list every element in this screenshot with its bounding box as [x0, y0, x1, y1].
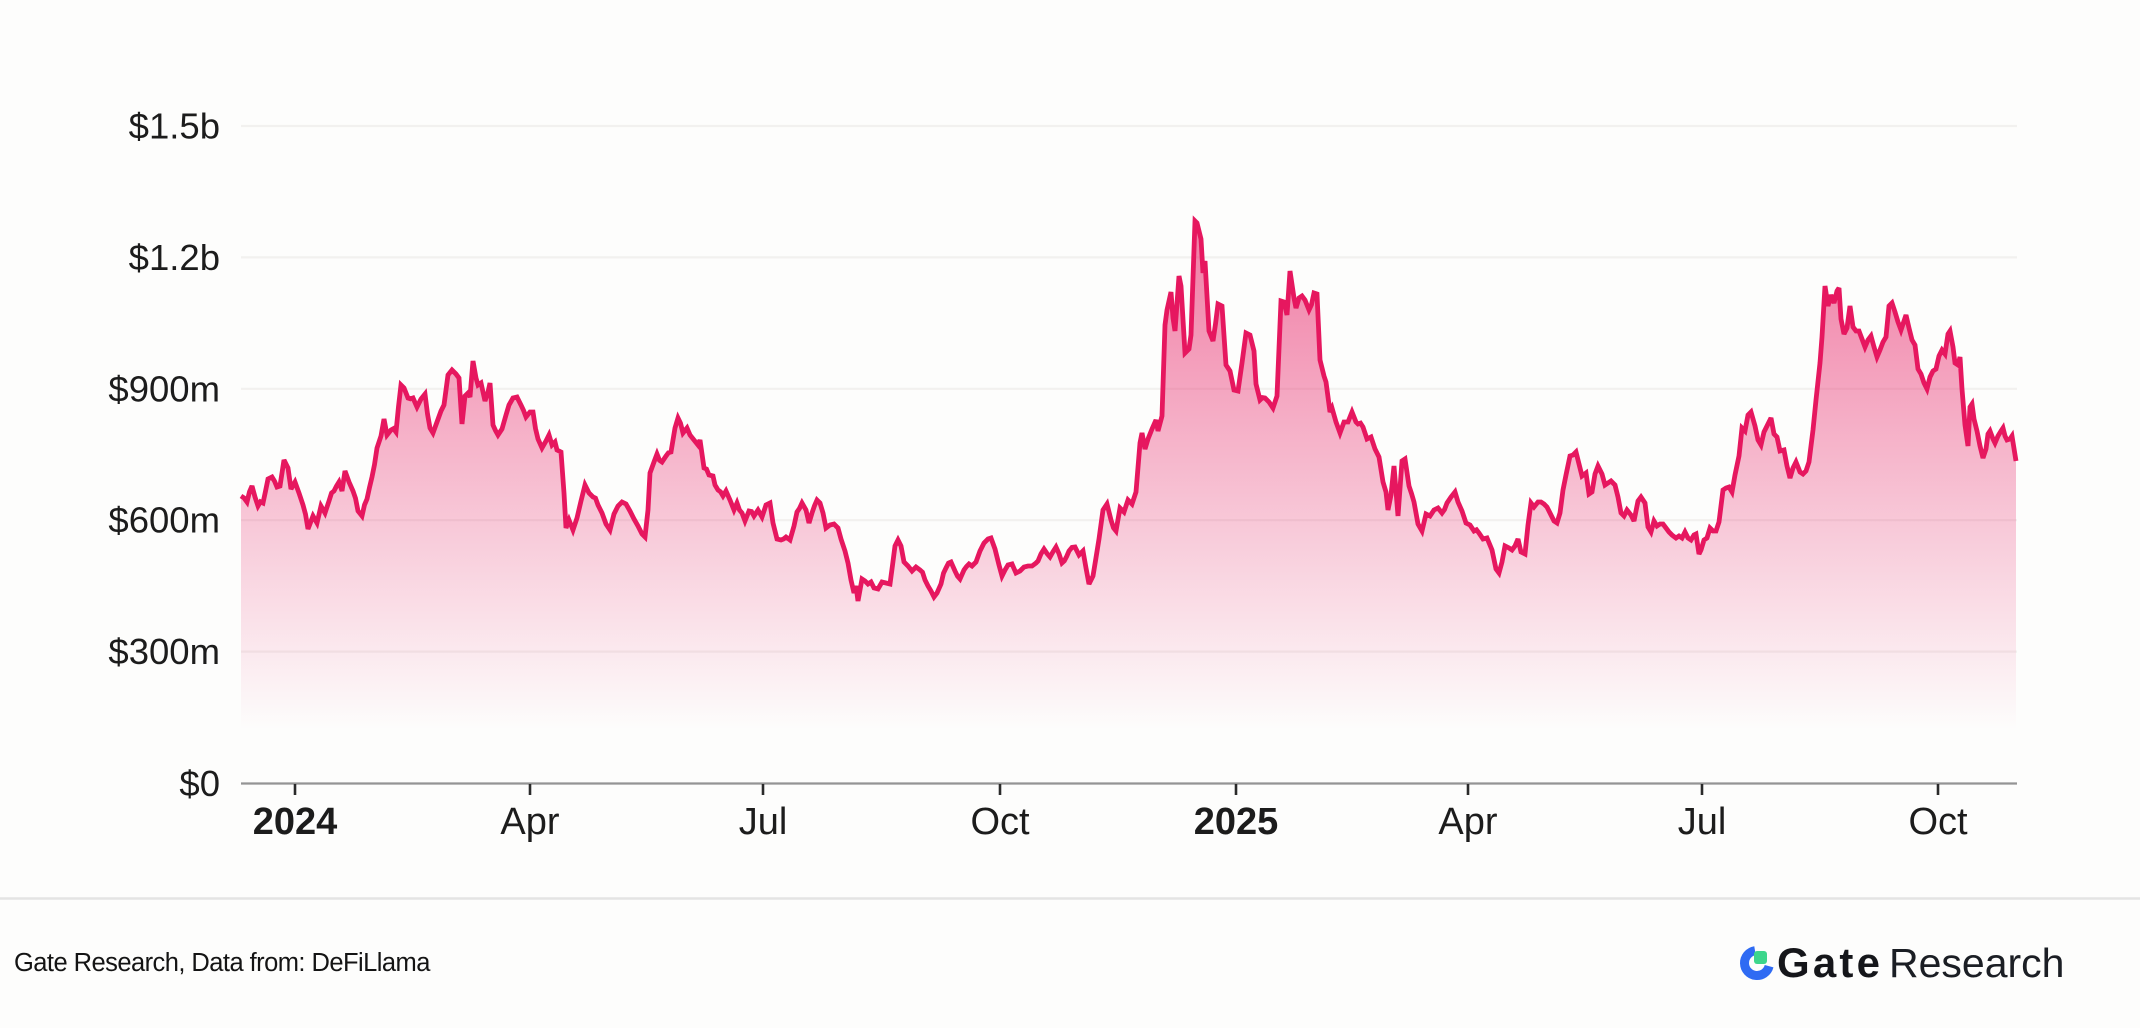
svg-text:$1.5b: $1.5b [129, 106, 220, 147]
svg-text:Gate: Gate [1777, 939, 1883, 986]
svg-text:$1.2b: $1.2b [129, 237, 220, 278]
svg-text:Jul: Jul [1678, 801, 1727, 843]
svg-text:$600m: $600m [108, 500, 220, 541]
svg-text:Oct: Oct [1908, 801, 1968, 843]
svg-text:$0: $0 [179, 763, 220, 804]
svg-text:Apr: Apr [500, 801, 559, 843]
svg-text:2025: 2025 [1194, 801, 1279, 843]
svg-text:Gate Research, Data from: DeFi: Gate Research, Data from: DeFiLlama [14, 949, 431, 977]
svg-text:Apr: Apr [1438, 801, 1497, 843]
svg-text:2024: 2024 [253, 801, 338, 843]
svg-text:Oct: Oct [970, 801, 1030, 843]
svg-text:$900m: $900m [108, 368, 220, 409]
svg-text:Jul: Jul [739, 801, 788, 843]
svg-text:Research: Research [1889, 940, 2064, 986]
svg-text:$300m: $300m [108, 631, 220, 672]
